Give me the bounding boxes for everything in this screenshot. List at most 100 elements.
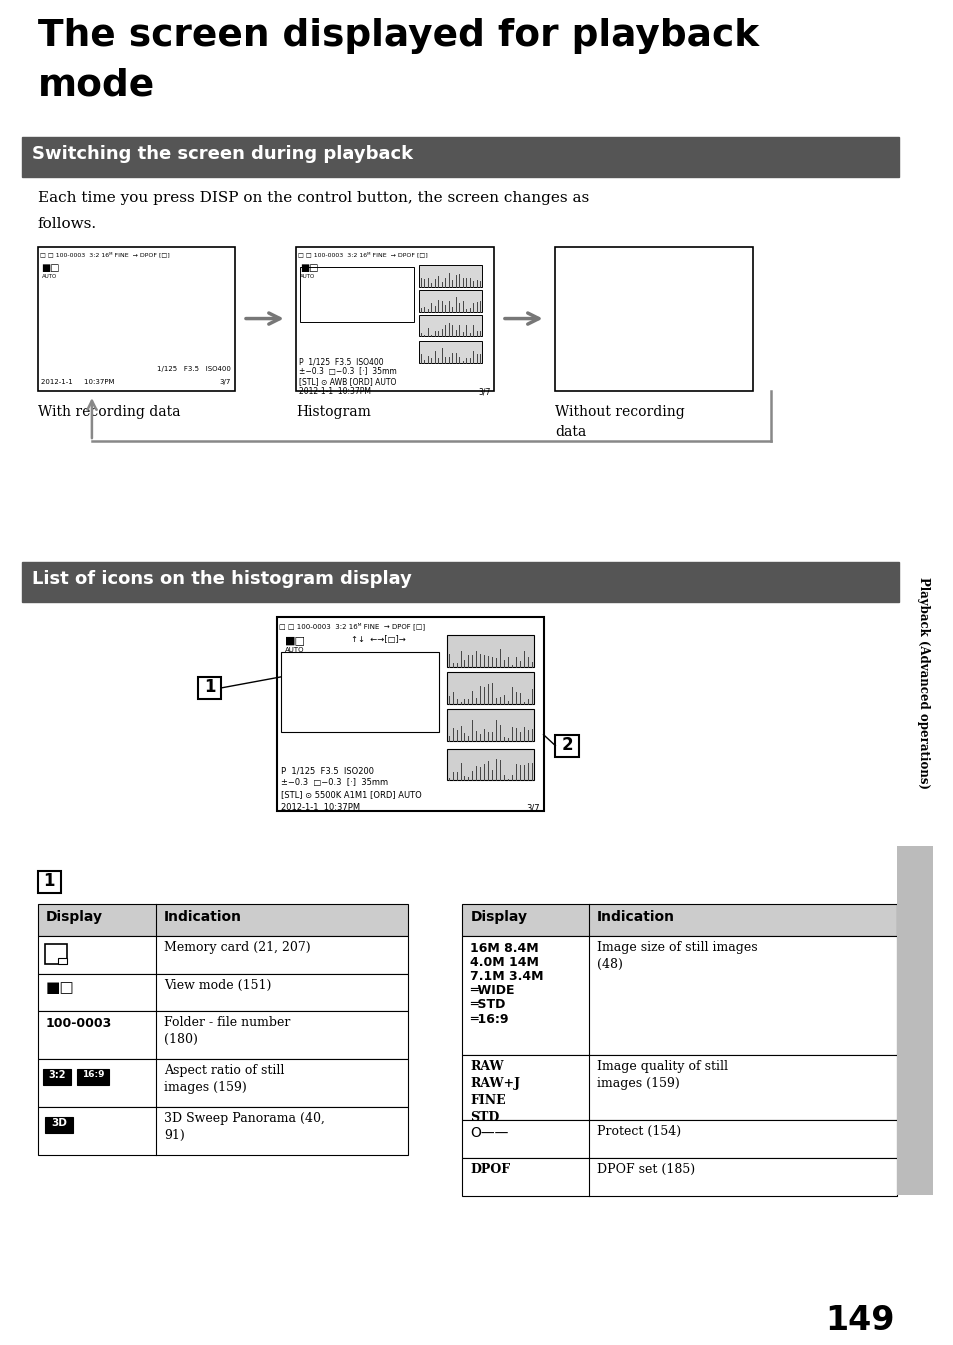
Text: Protect (154): Protect (154) (597, 1124, 680, 1138)
Text: P  1/125  F3.5  ISO400: P 1/125 F3.5 ISO400 (299, 358, 384, 366)
Text: Display: Display (46, 909, 102, 924)
Text: The screen displayed for playback: The screen displayed for playback (37, 17, 758, 54)
Text: Histogram: Histogram (296, 405, 371, 420)
Bar (37, 247, 235, 391)
Text: AUTO: AUTO (300, 274, 315, 278)
Text: ■□: ■□ (42, 262, 60, 273)
Text: ═STD: ═STD (470, 998, 505, 1011)
Bar (897, 846, 932, 1194)
Text: □ □ 100-0003  3:2 16ᴹ FINE  → DPOF [□]: □ □ 100-0003 3:2 16ᴹ FINE → DPOF [□] (278, 623, 424, 629)
Text: 3/7: 3/7 (525, 803, 539, 812)
Text: Memory card (21, 207): Memory card (21, 207) (164, 940, 311, 954)
Text: List of icons on the histogram display: List of icons on the histogram display (31, 570, 411, 588)
Text: 2012-1-1     10:37PM: 2012-1-1 10:37PM (40, 379, 114, 385)
Text: 3/7: 3/7 (219, 379, 231, 385)
Text: Each time you press DISP on the control button, the screen changes as: Each time you press DISP on the control … (37, 191, 588, 206)
Bar (37, 1011, 408, 1060)
Text: O——: O—— (470, 1126, 508, 1141)
Text: ■□: ■□ (284, 635, 305, 646)
Bar (446, 709, 533, 741)
Text: ═16:9: ═16:9 (470, 1013, 508, 1026)
Text: 4.0M 14M: 4.0M 14M (470, 956, 538, 968)
Bar (462, 1056, 897, 1120)
Bar (446, 672, 533, 703)
Bar (462, 1158, 897, 1196)
Text: 3D: 3D (51, 1118, 67, 1128)
Text: [STL] ⊙ 5500K A1M1 [ORD] AUTO: [STL] ⊙ 5500K A1M1 [ORD] AUTO (280, 791, 421, 799)
Bar (197, 677, 221, 699)
Bar (37, 904, 408, 936)
Text: Switching the screen during playback: Switching the screen during playback (31, 145, 413, 163)
Text: DPOF set (185): DPOF set (185) (597, 1162, 695, 1176)
Text: 3:2: 3:2 (49, 1071, 66, 1080)
Text: [STL] ⊙ AWB [ORD] AUTO: [STL] ⊙ AWB [ORD] AUTO (299, 378, 396, 386)
Bar (44, 1069, 71, 1085)
Bar (418, 265, 482, 286)
Bar (446, 749, 533, 780)
Text: 149: 149 (824, 1305, 893, 1337)
Text: ═WIDE: ═WIDE (470, 983, 515, 997)
Text: Indication: Indication (164, 909, 242, 924)
Text: ■□: ■□ (300, 262, 318, 273)
Text: □ □ 100-0003  3:2 16ᴹ FINE  → DPOF [□]: □ □ 100-0003 3:2 16ᴹ FINE → DPOF [□] (298, 252, 428, 257)
Bar (46, 944, 67, 963)
Text: AUTO: AUTO (42, 274, 56, 278)
Bar (37, 936, 408, 974)
Text: DPOF: DPOF (470, 1162, 510, 1176)
Bar (37, 974, 408, 1011)
Bar (418, 342, 482, 363)
Bar (418, 315, 482, 336)
Text: 16:9: 16:9 (82, 1071, 104, 1079)
Text: 3D Sweep Panorama (40,
91): 3D Sweep Panorama (40, 91) (164, 1112, 325, 1142)
Bar (280, 652, 438, 732)
Text: 2: 2 (561, 736, 573, 753)
Text: Image quality of still
images (159): Image quality of still images (159) (597, 1060, 727, 1091)
Bar (58, 958, 67, 963)
Text: 1/125   F3.5   ISO400: 1/125 F3.5 ISO400 (157, 366, 231, 373)
Text: Playback (Advanced operations): Playback (Advanced operations) (916, 577, 928, 790)
Bar (418, 289, 482, 312)
Text: Without recording
data: Without recording data (555, 405, 684, 438)
Text: With recording data: With recording data (37, 405, 180, 420)
Bar (462, 904, 897, 936)
Text: P  1/125  F3.5  ISO200: P 1/125 F3.5 ISO200 (280, 767, 374, 776)
Bar (555, 734, 578, 757)
Bar (37, 1107, 408, 1155)
Text: ↑↓  ←→[□]→: ↑↓ ←→[□]→ (351, 635, 405, 644)
Text: 7.1M 3.4M: 7.1M 3.4M (470, 970, 543, 983)
Text: ■□: ■□ (46, 979, 74, 994)
Text: 16M 8.4M: 16M 8.4M (470, 941, 538, 955)
Bar (22, 562, 899, 603)
Bar (276, 617, 543, 811)
Bar (37, 1060, 408, 1107)
Bar (555, 247, 752, 391)
Text: mode: mode (37, 67, 154, 104)
Text: Aspect ratio of still
images (159): Aspect ratio of still images (159) (164, 1064, 284, 1095)
Bar (446, 635, 533, 667)
Text: ±−0.3  □−0.3  [·]  35mm: ±−0.3 □−0.3 [·] 35mm (299, 367, 396, 377)
Text: ±−0.3  □−0.3  [·]  35mm: ±−0.3 □−0.3 [·] 35mm (280, 779, 387, 787)
Text: 1: 1 (44, 872, 55, 890)
Text: Image size of still images
(48): Image size of still images (48) (597, 940, 757, 971)
Bar (462, 1120, 897, 1158)
Bar (77, 1069, 109, 1085)
Text: follows.: follows. (37, 217, 96, 231)
Bar (46, 1116, 73, 1132)
Bar (462, 936, 897, 1056)
Text: 1: 1 (204, 678, 215, 695)
Text: AUTO: AUTO (284, 647, 304, 654)
Text: Display: Display (470, 909, 527, 924)
Bar (22, 137, 899, 178)
Text: 2012-1-1  10:37PM: 2012-1-1 10:37PM (280, 803, 359, 812)
Text: 100-0003: 100-0003 (46, 1017, 112, 1030)
Bar (300, 266, 414, 321)
Text: Folder - file number
(180): Folder - file number (180) (164, 1017, 290, 1046)
Text: □ □ 100-0003  3:2 16ᴹ FINE  → DPOF [□]: □ □ 100-0003 3:2 16ᴹ FINE → DPOF [□] (39, 252, 169, 257)
Bar (37, 872, 61, 893)
Text: Indication: Indication (597, 909, 674, 924)
Text: 2012-1-1  10:37PM: 2012-1-1 10:37PM (299, 387, 371, 397)
Bar (296, 247, 494, 391)
Text: RAW
RAW+J
FINE
STD: RAW RAW+J FINE STD (470, 1060, 519, 1124)
Text: View mode (151): View mode (151) (164, 979, 272, 991)
Text: 3/7: 3/7 (478, 387, 491, 397)
